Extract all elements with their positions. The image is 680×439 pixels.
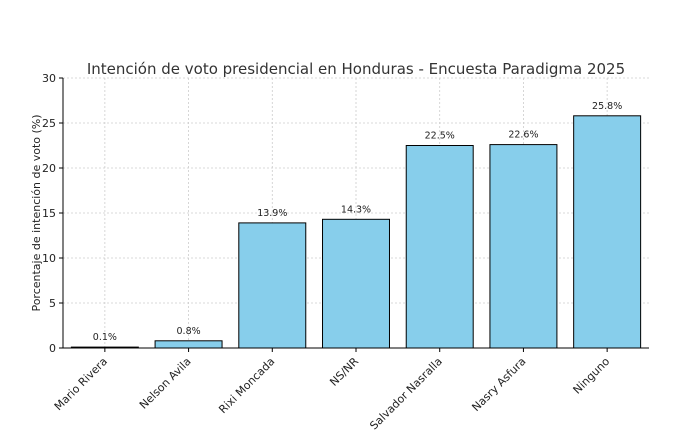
data-label: 13.9% (257, 208, 287, 219)
x-tick-label: Salvador Nasralla (367, 355, 444, 432)
data-label: 22.6% (508, 130, 538, 141)
x-tick-label: Ninguno (571, 355, 613, 397)
x-tick-label: Nasry Asfura (469, 355, 528, 414)
data-labels: 0.1% 0.8% 13.9% 14.3% 22.5% 22.6% 25.8% (93, 101, 622, 343)
bar (489, 144, 558, 349)
x-tick-label: Mario Rivera (52, 355, 110, 413)
data-label: 0.1% (93, 332, 117, 343)
y-tick-label: 25 (42, 117, 56, 130)
data-label: 14.3% (341, 204, 371, 215)
y-tick-label: 15 (42, 207, 56, 220)
data-label: 0.8% (177, 326, 201, 337)
x-ticks: Mario Rivera Nelson Avila Rixi Moncada NS/N… (52, 348, 613, 432)
bar (405, 145, 474, 349)
bar (154, 340, 223, 349)
bar (573, 115, 642, 349)
data-label: 22.5% (425, 131, 455, 142)
bars (70, 115, 642, 349)
y-tick-label: 20 (42, 162, 56, 175)
chart-title: Intención de voto presidencial en Hondur… (87, 60, 625, 78)
y-tick-label: 5 (49, 297, 56, 310)
x-tick-label: Nelson Avila (137, 355, 194, 412)
y-tick-label: 30 (42, 72, 56, 85)
bar (238, 222, 307, 349)
y-ticks: 0 5 10 15 20 25 30 (42, 72, 63, 355)
y-axis-label: Porcentaje de intención de voto (%) (30, 114, 43, 311)
bar (322, 218, 390, 349)
x-tick-label: Rixi Moncada (216, 355, 277, 416)
y-tick-label: 0 (49, 342, 56, 355)
x-tick-label: NS/NR (327, 355, 361, 389)
y-tick-label: 10 (42, 252, 56, 265)
data-label: 25.8% (592, 101, 622, 112)
